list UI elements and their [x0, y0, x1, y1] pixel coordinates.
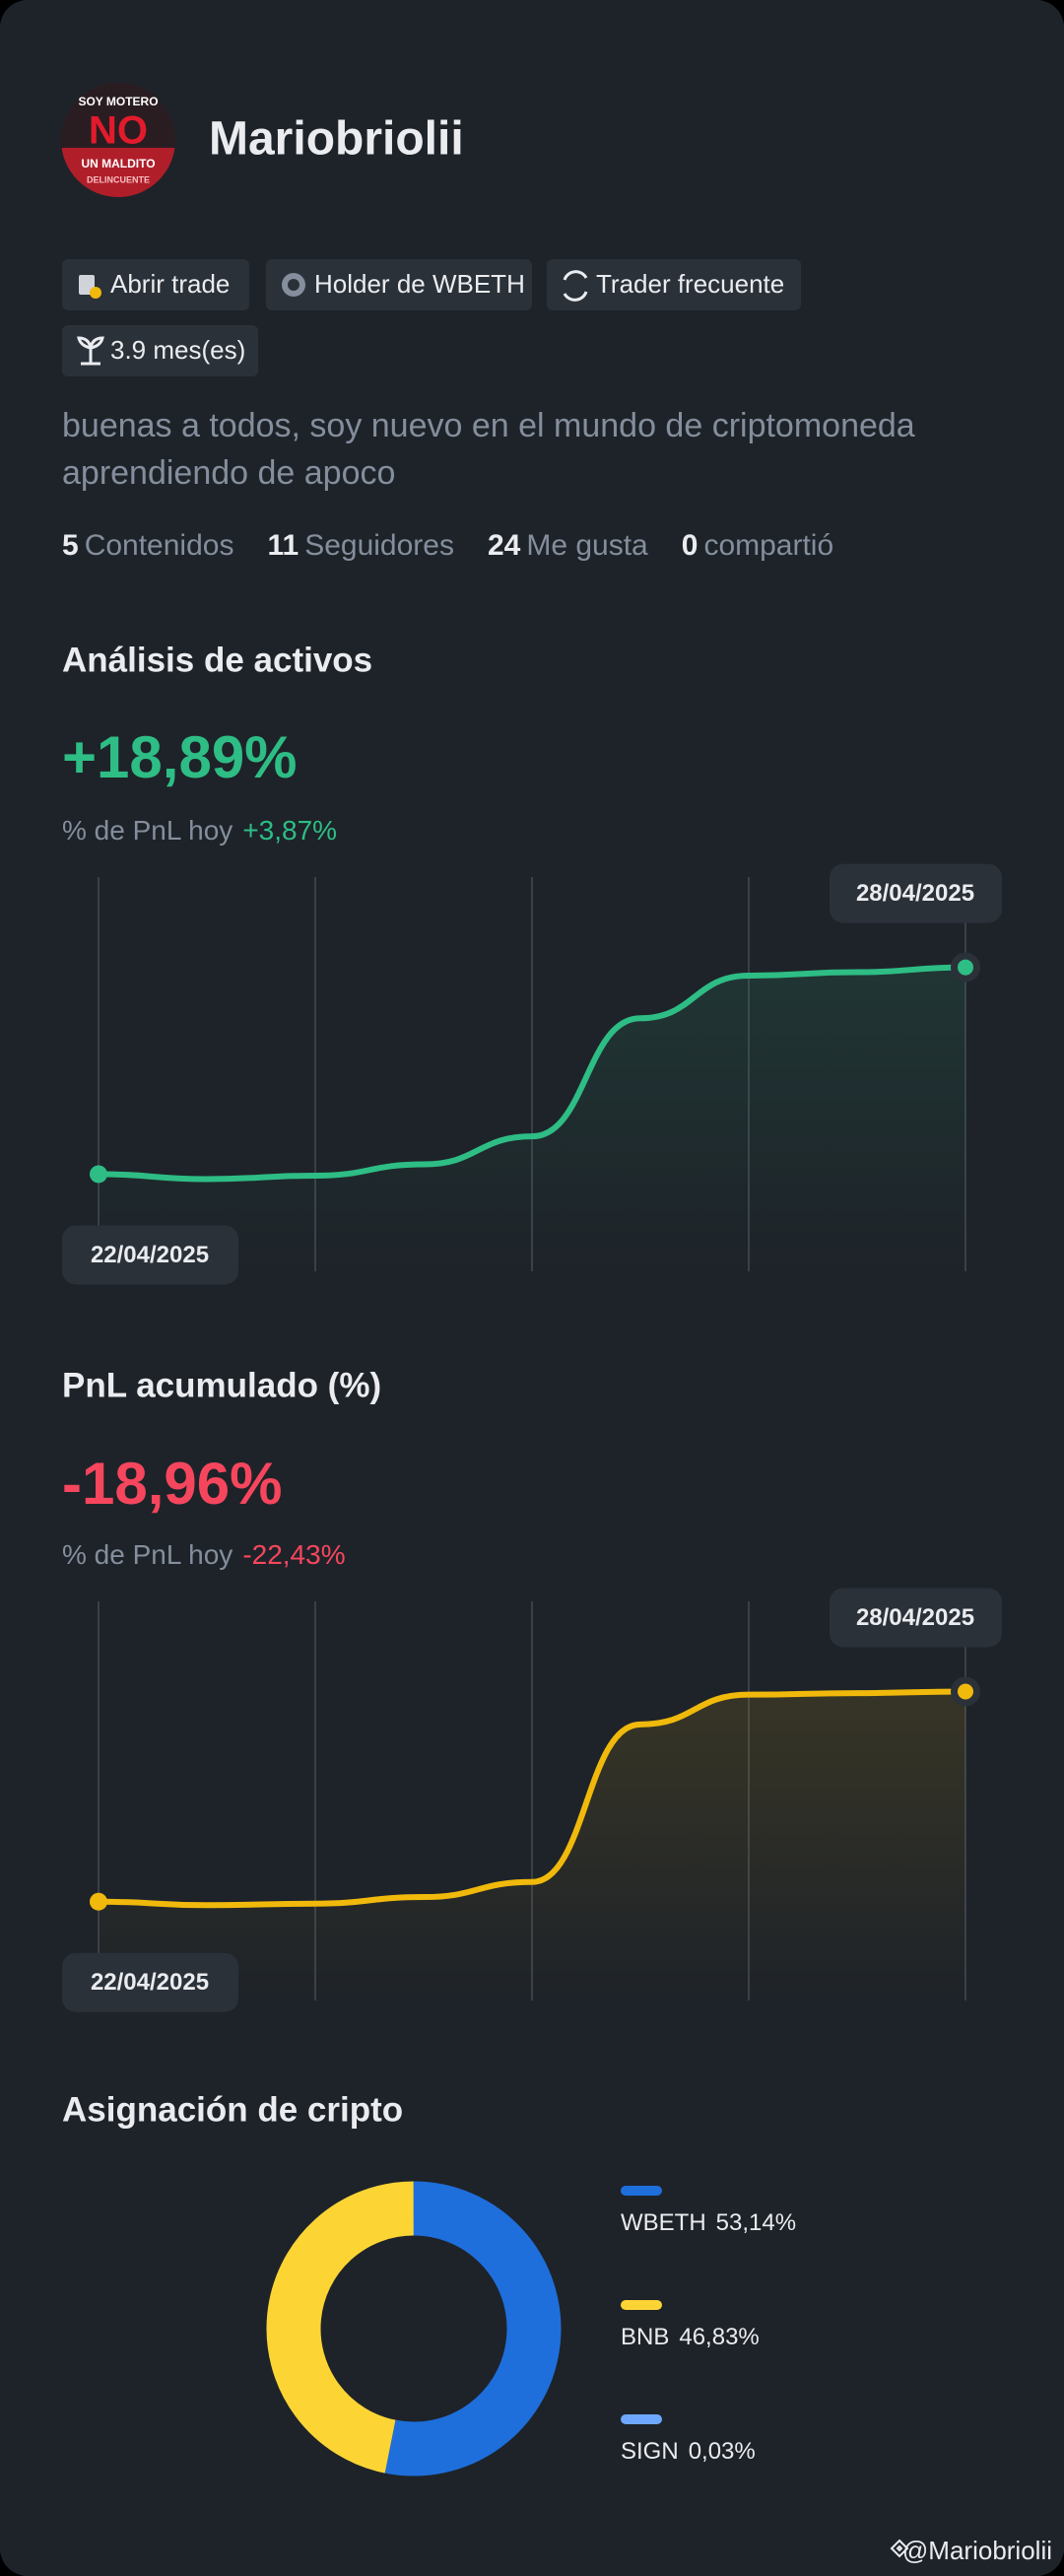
- area: [99, 967, 965, 1271]
- avatar-text: UN MALDITO: [81, 157, 155, 170]
- stats: 5 Contenidos 11 Seguidores 24 Me gusta 0 compar…: [62, 529, 833, 562]
- date-label: 22/04/2025: [91, 1969, 209, 1996]
- date-box: [62, 1952, 238, 2012]
- legend-name: SIGN: [621, 2438, 679, 2465]
- legend-entry: BNB 46,83%: [621, 2324, 760, 2350]
- bio-line: buenas a todos, soy nuevo en el mundo de…: [62, 407, 915, 444]
- start-dot: [90, 1892, 107, 1911]
- legend-entry: SIGN 0,03%: [621, 2438, 756, 2465]
- tag-label: Holder de WBETH: [314, 269, 525, 299]
- stat-count: 24: [488, 529, 521, 562]
- stat-count: 0: [682, 529, 698, 562]
- change-value: +3,87%: [242, 815, 337, 846]
- legend-swatch: [621, 2300, 662, 2310]
- subtitle-label: % de PnL hoy: [62, 815, 233, 846]
- watermark-logo: [890, 2539, 909, 2558]
- section-title: Asignación de cripto: [62, 2090, 403, 2129]
- avatar-text: SOY MOTERO: [78, 95, 158, 108]
- tag-label: 3.9 mes(es): [110, 335, 245, 365]
- tag-label: Abrir trade: [110, 269, 230, 299]
- start-dot: [90, 1165, 107, 1184]
- tag[interactable]: Abrir trade: [62, 259, 249, 310]
- legend-swatch: [621, 2186, 662, 2196]
- legend-name: WBETH: [621, 2209, 706, 2236]
- legend-entry: WBETH 53,14%: [621, 2209, 796, 2236]
- section-title: Análisis de activos: [62, 641, 372, 679]
- end-dot: [958, 959, 973, 976]
- subtitle: % de PnL hoy -22,43%: [62, 1539, 346, 1570]
- tag[interactable]: Trader frecuente: [547, 259, 801, 310]
- watermark: @Mariobriolii: [902, 2536, 1052, 2565]
- avatar: SOY MOTERO NO UN MALDITO DELINCUENTE: [61, 83, 175, 197]
- stat-count: 5: [62, 529, 79, 562]
- line: [96, 964, 968, 1183]
- headline-value: -18,96%: [62, 1451, 282, 1517]
- stat-label[interactable]: Me gusta: [526, 529, 648, 562]
- end-dot: [958, 1683, 973, 1700]
- change-value: -22,43%: [242, 1539, 345, 1570]
- avatar-text: DELINCUENTE: [87, 174, 150, 184]
- line: [96, 1688, 968, 1909]
- legend-name: BNB: [621, 2324, 669, 2350]
- username: Mariobriolii: [209, 113, 464, 166]
- donut-slice: [266, 2181, 415, 2474]
- stat-count: 11: [267, 529, 299, 562]
- date-box: [62, 1225, 238, 1285]
- stat-label[interactable]: Contenidos: [85, 529, 234, 562]
- subtitle-label: % de PnL hoy: [62, 1539, 233, 1570]
- date-box: [830, 1588, 1002, 1648]
- tag-label: Trader frecuente: [596, 269, 784, 299]
- stat-label[interactable]: compartió: [703, 529, 833, 562]
- legend-swatch: [621, 2414, 662, 2424]
- donut-slice: [384, 2181, 562, 2476]
- headline-value: +18,89%: [62, 724, 298, 790]
- date-label: 28/04/2025: [856, 880, 974, 907]
- tag[interactable]: Holder de WBETH: [266, 259, 532, 310]
- area: [99, 1691, 965, 2000]
- section-title: PnL acumulado (%): [62, 1366, 381, 1404]
- stat-label[interactable]: Seguidores: [304, 529, 454, 562]
- avatar-text: NO: [89, 109, 148, 153]
- date-label: 28/04/2025: [856, 1604, 974, 1631]
- bio-line: aprendiendo de apoco: [62, 454, 395, 492]
- date-box: [830, 863, 1002, 923]
- date-label: 22/04/2025: [91, 1242, 209, 1268]
- tag[interactable]: 3.9 mes(es): [62, 325, 258, 376]
- legend-value: 0,03%: [689, 2438, 756, 2465]
- legend-value: 53,14%: [716, 2209, 796, 2236]
- subtitle: % de PnL hoy +3,87%: [62, 815, 337, 846]
- legend-value: 46,83%: [679, 2324, 759, 2350]
